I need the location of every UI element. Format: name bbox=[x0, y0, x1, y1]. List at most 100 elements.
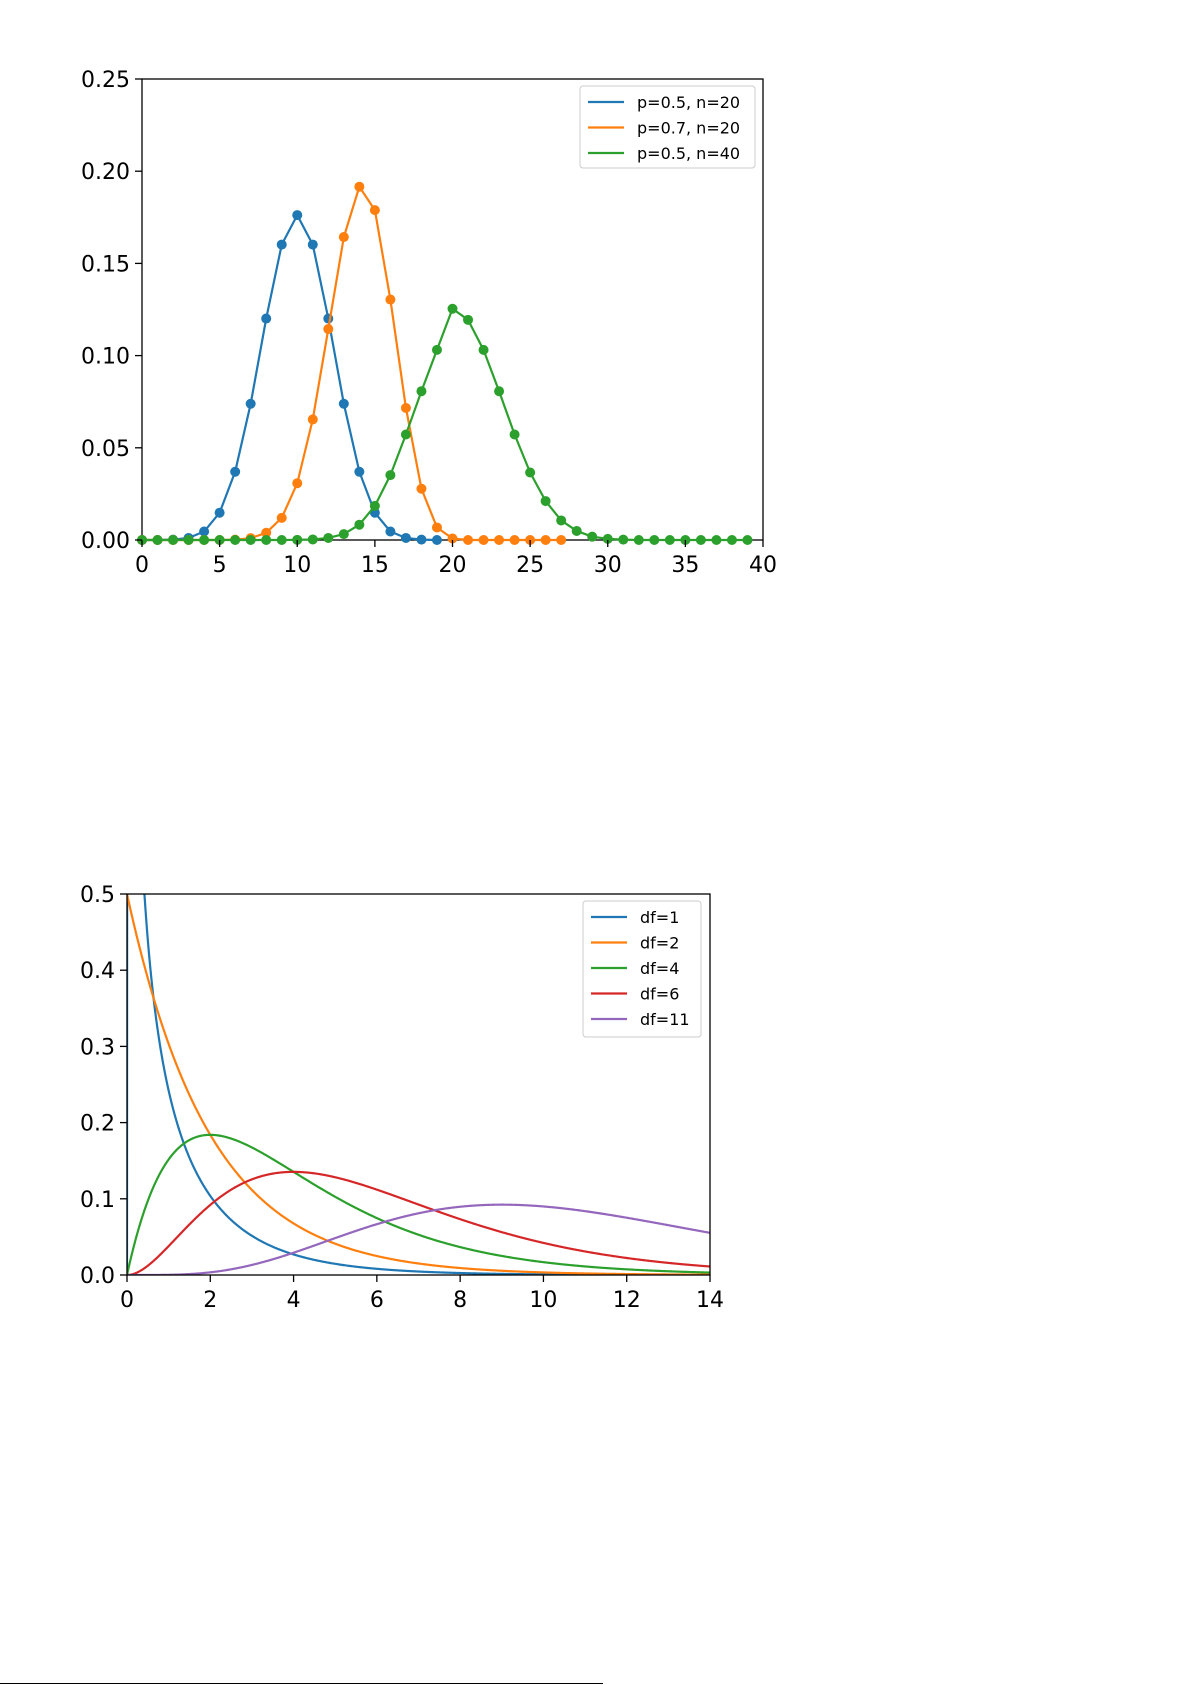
x-tick-label: 10 bbox=[529, 1288, 557, 1313]
x-tick-label: 25 bbox=[516, 553, 544, 578]
series-p-0-5-n-40-point bbox=[525, 467, 536, 478]
series-p-0-5-n-20-point bbox=[307, 239, 318, 250]
y-tick-label: 0.00 bbox=[81, 529, 130, 554]
y-tick-label: 0.5 bbox=[80, 883, 115, 908]
series-p-0-5-n-20-line bbox=[142, 213, 437, 542]
x-tick-label: 30 bbox=[594, 553, 622, 578]
series-p-0-7-n-20-point bbox=[447, 533, 458, 544]
series-p-0-5-n-20-point bbox=[400, 532, 411, 543]
series-p-0-5-n-40-point bbox=[540, 496, 551, 507]
series-p-0-5-n-40-point bbox=[556, 515, 567, 526]
series-p-0-5-n-40-point bbox=[168, 535, 179, 545]
series-p-0-5-n-40-point bbox=[664, 535, 675, 545]
series-p-0-5-n-40-point bbox=[742, 535, 753, 545]
series-p-0-5-n-20-point bbox=[323, 313, 334, 324]
y-tick-label: 0.1 bbox=[80, 1188, 115, 1213]
series-p-0-5-n-20-point bbox=[276, 239, 287, 250]
series-p-0-5-n-20-point bbox=[199, 526, 210, 537]
series-p-0-5-n-40-point bbox=[618, 534, 629, 545]
series-p-0-5-n-20-point bbox=[230, 466, 241, 477]
series-p-0-7-n-20-point bbox=[276, 512, 287, 523]
legend-label: df=6 bbox=[640, 985, 679, 1004]
legend-frame bbox=[579, 85, 756, 169]
series-p-0-5-n-20-point bbox=[292, 210, 303, 221]
x-tick-label: 4 bbox=[287, 1288, 301, 1313]
legend-label: p=0.5, n=20 bbox=[637, 93, 740, 112]
binomial-pmf-chart: 0 5 10 15 20 25 30 35 40 0.00 0.05 0.10 0.15 0.20 0.25… bbox=[81, 68, 777, 578]
x-tick-label: 8 bbox=[453, 1288, 467, 1313]
series-p-0-5-n-20-point bbox=[338, 398, 349, 409]
legend-label: p=0.7, n=20 bbox=[637, 119, 740, 138]
series-p-0-5-n-20-point bbox=[261, 313, 272, 324]
legend: df=1 df=2 df=4 df=6 df=11 bbox=[582, 900, 702, 1038]
series-df-4-line bbox=[127, 1133, 710, 1275]
series-p-0-5-n-40-point bbox=[292, 534, 303, 545]
series-p-0-5-n-40-point bbox=[245, 535, 256, 545]
series-p-0-7-n-20-point bbox=[494, 535, 505, 545]
series-df-6-line bbox=[127, 1170, 710, 1275]
series-p-0-5-n-20-point bbox=[431, 535, 442, 545]
series-p-0-5-n-40-point bbox=[587, 531, 598, 542]
series-df-2-line bbox=[127, 894, 710, 1275]
series-p-0-7-n-20-point bbox=[338, 232, 349, 243]
series-p-0-7-n-20-point bbox=[416, 483, 427, 494]
series-p-0-7-n-20-point bbox=[261, 527, 272, 538]
plot-frame bbox=[126, 893, 711, 1276]
chi-square-pdf-chart: 0 2 4 6 8 10 12 140.00.10.20.30.40.5 df=1df=2df… bbox=[80, 883, 724, 1313]
legend-label: df=1 bbox=[640, 908, 679, 927]
y-tick-label: 0.2 bbox=[80, 1112, 115, 1137]
series-p-0-7-n-20-point bbox=[431, 522, 442, 533]
series-p-0-5-n-40-point bbox=[152, 535, 163, 545]
series-p-0-5-n-40-point bbox=[230, 535, 241, 545]
series-p-0-5-n-40-point bbox=[276, 535, 287, 545]
series-p-0-5-n-20-point bbox=[416, 534, 427, 545]
series-p-0-5-n-40-point bbox=[369, 500, 380, 511]
y-tick-label: 0.15 bbox=[81, 252, 130, 277]
series-p-0-7-n-20-line bbox=[142, 185, 562, 542]
series-p-0-5-n-40-point bbox=[338, 529, 349, 540]
y-tick-label: 0.20 bbox=[81, 160, 130, 185]
series-p-0-7-n-20-point bbox=[369, 205, 380, 216]
series-p-0-7-n-20-point bbox=[463, 535, 474, 545]
series-p-0-5-n-40-point bbox=[711, 535, 722, 545]
x-tick-label: 10 bbox=[283, 553, 311, 578]
series-df-1-line bbox=[127, 894, 710, 1275]
legend-label: df=11 bbox=[640, 1010, 690, 1029]
y-tick-label: 0.05 bbox=[81, 437, 130, 462]
series-p-0-5-n-40-point bbox=[431, 344, 442, 355]
series-p-0-7-n-20-point bbox=[509, 535, 520, 545]
x-tick-label: 0 bbox=[120, 1288, 134, 1313]
series-p-0-5-n-40-point bbox=[602, 533, 613, 544]
series-p-0-5-n-40-point bbox=[307, 534, 318, 545]
series-p-0-5-n-40-point bbox=[463, 314, 474, 325]
series-p-0-7-n-20-point bbox=[323, 324, 334, 335]
series-p-0-7-n-20-point bbox=[400, 402, 411, 413]
legend-label: df=4 bbox=[640, 959, 679, 978]
x-tick-label: 40 bbox=[749, 553, 777, 578]
legend-frame bbox=[582, 900, 702, 1038]
series-p-0-5-n-20-point bbox=[245, 398, 256, 409]
x-tick-label: 20 bbox=[439, 553, 467, 578]
x-tick-label: 12 bbox=[613, 1288, 641, 1313]
x-tick-label: 14 bbox=[696, 1288, 724, 1313]
series-p-0-5-n-40-point bbox=[478, 344, 489, 355]
x-tick-label: 2 bbox=[203, 1288, 217, 1313]
x-tick-label: 5 bbox=[213, 553, 227, 578]
series-p-0-5-n-20-point bbox=[385, 526, 396, 537]
series-p-0-5-n-40-point bbox=[695, 535, 706, 545]
series-p-0-5-n-40-point bbox=[633, 535, 644, 545]
series-p-0-5-n-20-point bbox=[214, 507, 225, 518]
x-tick-label: 15 bbox=[361, 553, 389, 578]
series-p-0-7-n-20-point bbox=[478, 535, 489, 545]
series-p-0-5-n-40-point bbox=[400, 429, 411, 440]
y-tick-label: 0.3 bbox=[80, 1035, 115, 1060]
series-p-0-7-n-20-point bbox=[556, 535, 567, 545]
series-p-0-5-n-40-point bbox=[199, 535, 210, 545]
y-tick-label: 0.25 bbox=[81, 68, 130, 93]
legend-label: df=2 bbox=[640, 934, 679, 953]
series-p-0-7-n-20-point bbox=[540, 535, 551, 545]
series-df-11-line bbox=[127, 1203, 710, 1275]
series-p-0-5-n-40-point bbox=[447, 303, 458, 314]
series-p-0-5-n-40-point bbox=[385, 470, 396, 481]
